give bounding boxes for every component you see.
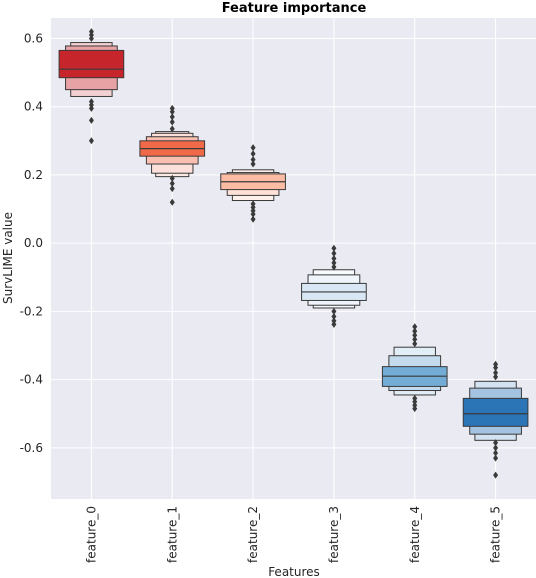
y-tick-label: 0.6	[24, 31, 43, 45]
outlier-point	[169, 125, 175, 133]
outlier-point	[169, 174, 175, 182]
y-axis: 0.6 0.4 0.2 0.0 -0.2 -0.4 -0.6	[20, 31, 43, 454]
x-tick-label: feature_1	[165, 506, 179, 563]
chart-marks	[58, 28, 529, 479]
outlier-point	[331, 312, 337, 320]
y-tick-label: 0.2	[24, 168, 43, 182]
outlier-point	[331, 249, 337, 257]
outlier-point	[331, 255, 337, 262]
outlier-point	[331, 320, 337, 328]
outlier-point	[412, 405, 418, 413]
outlier-point	[88, 104, 94, 112]
boxen-feature_2	[220, 144, 286, 223]
y-tick-label: -0.4	[20, 373, 43, 387]
x-tick-label: feature_3	[327, 506, 341, 563]
outlier-point	[412, 327, 418, 335]
boxen-feature_0	[58, 28, 125, 145]
outlier-point	[331, 244, 337, 252]
outlier-point	[493, 369, 499, 377]
box-level	[462, 397, 529, 427]
outlier-point	[493, 454, 499, 462]
outlier-point	[493, 364, 499, 372]
y-tick-label: 0.4	[24, 100, 43, 114]
boxen-feature_5	[462, 360, 529, 479]
outlier-point	[169, 118, 175, 126]
outlier-point	[169, 108, 175, 116]
y-tick-label: 0.0	[24, 236, 43, 250]
outlier-point	[169, 198, 175, 206]
outlier-point	[169, 113, 175, 121]
outlier-point	[331, 307, 337, 315]
x-axis: feature_0 feature_1 feature_2 feature_3 feat…	[84, 506, 502, 563]
outlier-point	[331, 259, 337, 267]
outlier-point	[493, 439, 499, 447]
chart-title: Feature importance	[222, 1, 367, 16]
y-axis-label: SurvLIME value	[1, 212, 15, 304]
box-level	[58, 49, 125, 79]
x-tick-label: feature_0	[84, 506, 98, 563]
outlier-point	[169, 179, 175, 187]
outlier-point	[493, 471, 499, 479]
outlier-point	[250, 156, 256, 164]
outlier-point	[250, 144, 256, 152]
boxen-feature_1	[139, 104, 206, 206]
outlier-point	[250, 215, 256, 223]
x-tick-label: feature_5	[489, 506, 503, 563]
y-tick-label: -0.6	[20, 441, 43, 455]
outlier-point	[250, 160, 256, 168]
outlier-point	[169, 185, 175, 193]
outlier-point	[250, 210, 256, 218]
outlier-point	[88, 116, 94, 124]
outlier-point	[88, 34, 94, 42]
outlier-point	[331, 263, 337, 271]
outlier-point	[493, 444, 499, 452]
outlier-point	[412, 340, 418, 348]
outlier-point	[88, 137, 94, 145]
plot-area	[51, 18, 536, 499]
boxen-feature_3	[301, 244, 367, 328]
outlier-point	[412, 331, 418, 339]
boxen-feature_4	[381, 323, 448, 413]
outlier-point	[412, 323, 418, 331]
outlier-point	[412, 335, 418, 343]
outlier-point	[493, 449, 499, 457]
x-axis-label: Features	[268, 565, 320, 578]
outlier-point	[493, 373, 499, 381]
outlier-point	[250, 150, 256, 158]
x-tick-label: feature_4	[408, 506, 422, 563]
y-tick-label: -0.2	[20, 304, 43, 318]
x-tick-label: feature_2	[246, 506, 260, 563]
